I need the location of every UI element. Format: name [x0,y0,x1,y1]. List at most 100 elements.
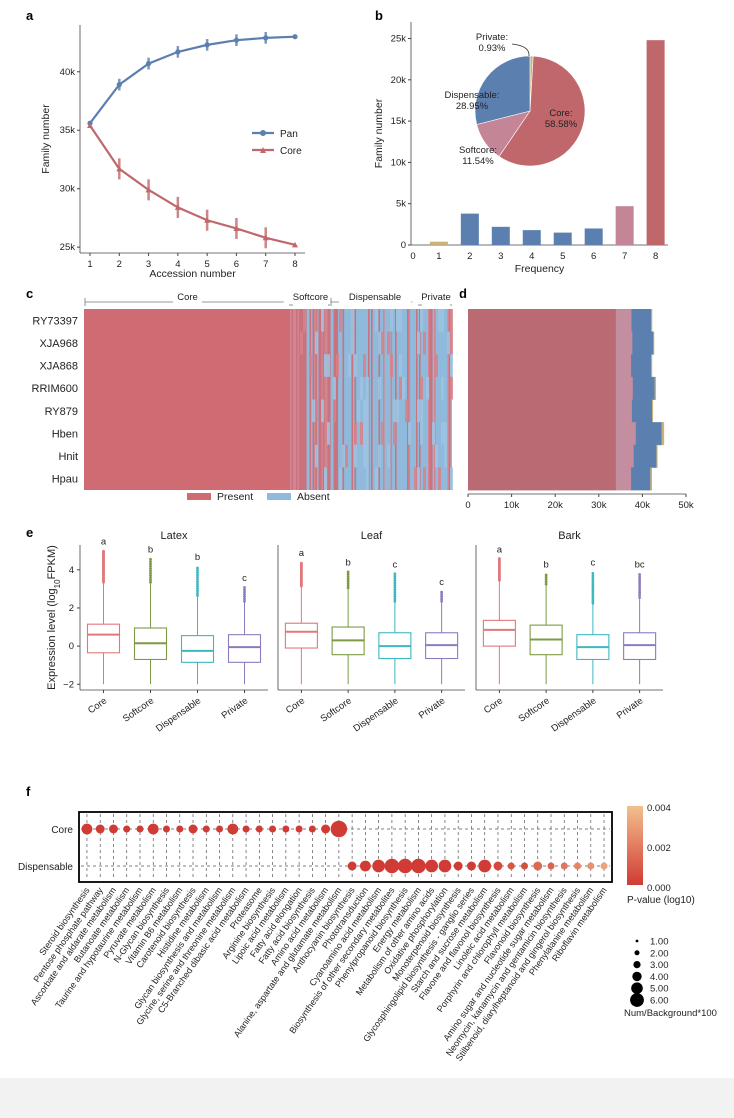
f-size-legend-dot [634,950,640,956]
f-dot-dispensable [438,859,452,873]
e-ytick-label: 4 [69,565,74,576]
a-series-line-core [89,124,296,246]
f-row-label: Dispensable [18,862,73,873]
c-cell [363,422,366,445]
c-row-label: Hben [52,428,78,440]
c-cell [366,467,369,490]
e-outlier [638,596,642,599]
c-cell [360,422,363,445]
d-xtick-label: 10k [504,500,520,511]
c-cell [438,467,441,490]
e-outlier [196,580,199,584]
c-cell [423,331,426,355]
e-outlier [544,575,548,579]
e-outlier [591,574,595,578]
e-outlier [591,583,595,587]
a-point-pan [204,42,210,48]
f-dot-core [81,823,93,835]
c-group-label: Core [177,292,198,303]
e-outlier [196,566,199,570]
e-sig-letter: c [242,573,247,584]
e-outlier [544,580,548,584]
c-cell [354,354,357,377]
e-sig-letter: c [591,558,596,569]
e-box [180,635,215,663]
e-outlier [196,571,199,575]
f-pvalue-tick: 0.004 [647,803,671,814]
c-cell [315,309,318,332]
b-ytick-label: 0 [401,240,406,251]
c-cell [441,422,444,445]
f-dot-dispensable [507,862,515,870]
c-row-label: RY879 [45,406,78,418]
a-legend-marker [260,130,266,136]
a-point-core [262,234,269,241]
c-cell [375,467,378,490]
e-outlier [440,597,444,601]
e-outlier [591,601,595,605]
b-bar-8 [646,40,665,245]
d-bar-core [468,376,617,400]
e-box [86,623,121,654]
b-xtick-label: 8 [653,251,658,262]
f-dot-core [123,825,131,833]
b-ytick-label: 15k [391,116,407,127]
c-core-block [84,309,290,490]
c-cell [339,467,342,490]
f-dot-dispensable [493,861,503,871]
e-outlier [243,599,246,603]
c-cell [393,422,396,445]
e-outlier [591,572,595,575]
d-bar-private [651,309,653,333]
c-present-stripe [305,309,307,490]
c-cell [420,309,423,332]
f-dot-core [147,823,159,835]
d-bar-softcore [615,467,632,491]
f-dot-core [282,825,290,833]
e-outlier [638,582,642,586]
c-present-stripe [291,309,294,490]
e-sig-letter: a [299,548,305,559]
c-cell [435,444,438,468]
c-present-stripe [320,309,322,490]
c-present-stripe [351,309,354,490]
c-cell [399,309,402,332]
c-cell [303,309,306,332]
e-outlier [196,594,199,597]
f-dot-dispensable [372,859,385,873]
e-outlier [591,588,595,591]
d-bar-dispensable [631,399,653,423]
e-outlier [149,569,152,573]
e-sig-letter: b [345,558,350,569]
e-outlier [393,586,397,589]
c-legend-label: Present [217,491,253,503]
f-dot-dispensable [533,861,543,871]
f-pvalue-title: P-value (log10) [627,895,695,906]
c-cell [363,354,366,377]
a-legend-marker [260,147,266,153]
c-cell [450,467,453,490]
e-outlier [638,575,642,579]
e-outlier [346,575,350,578]
e-outlier [243,595,246,599]
d-xtick-label: 20k [548,500,564,511]
c-cell [312,399,315,423]
e-outlier [196,587,199,591]
e-ylabel-main: Expression level (log [46,588,58,690]
c-present-stripe [327,309,330,490]
e-panel-title: Leaf [361,530,383,542]
c-present-stripe [293,309,295,490]
e-outlier [393,595,397,599]
f-dot-dispensable [359,860,371,872]
e-xtick-label: Private [220,695,251,721]
b-bar-3 [491,226,510,245]
e-outlier [591,576,595,580]
f-dot-core [95,824,105,834]
a-xtick-label: 5 [204,259,209,270]
a-xtick-label: 8 [292,259,297,270]
e-xtick-label: Private [417,695,448,721]
panel-c-label: c [26,286,33,301]
d-bar-softcore [615,422,637,446]
b-ylabel: Family number [373,98,385,168]
d-bar-core [468,444,617,468]
